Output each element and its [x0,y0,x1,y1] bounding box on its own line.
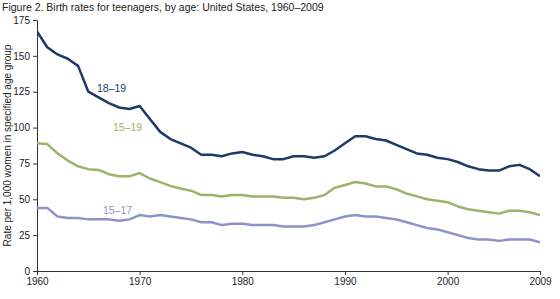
plot: 0 25 50 75 100 125 150 175 1960 1970 1980 1990 2000 2… [13,15,552,287]
tick-mark [140,271,141,275]
tick-label: 2009 [529,276,552,287]
tick: 2009 [529,271,552,287]
tick-label: 75 [19,158,31,169]
tick: 1970 [129,271,152,287]
tick-mark [33,271,37,272]
tick-mark [33,128,37,129]
tick-mark [33,92,37,93]
tick: 75 [19,158,37,169]
tick-mark [242,271,243,275]
series-line [37,31,540,176]
series-label: 18–19 [97,82,126,94]
tick: 1960 [26,271,49,287]
tick-label: 100 [13,122,30,133]
tick-mark [33,163,37,164]
chart: Figure 2. Birth rates for teenagers, by … [0,0,560,299]
y-axis: 0 25 50 75 100 125 150 175 [13,15,37,277]
series-line [37,143,540,215]
tick-mark [37,271,38,275]
tick-label: 1960 [26,276,49,287]
tick-mark [345,271,346,275]
y-axis-title: Rate per 1,000 women in specified age gr… [2,44,13,246]
tick-mark [448,271,449,275]
series-label: 15–19 [113,121,142,133]
tick: 2000 [437,271,460,287]
tick-mark [33,20,37,21]
tick: 150 [13,51,37,62]
axis-line [33,21,38,272]
tick: 0 [24,266,37,277]
tick-label: 2000 [437,276,460,287]
tick-label: 1980 [232,276,255,287]
title: Figure 2. Birth rates for teenagers, by … [2,1,324,13]
tick-mark [33,235,37,236]
tick: 25 [19,230,37,241]
lines [37,31,540,242]
tick-label: 175 [13,15,30,26]
axis-line [38,272,541,276]
series-label: 15–17 [103,204,132,216]
tick-label: 1970 [129,276,152,287]
tick: 125 [13,86,37,97]
tick-label: 0 [24,266,30,277]
tick-label: 25 [19,230,31,241]
tick-label: 50 [19,194,31,205]
tick-mark [540,271,541,275]
tick: 50 [19,194,37,205]
tick-label: 150 [13,51,30,62]
tick: 1980 [232,271,255,287]
tick: 175 [13,15,37,26]
tick: 1990 [334,271,357,287]
x-axis: 1960 1970 1980 1990 2000 2009 [26,271,552,287]
tick-label: 1990 [334,276,357,287]
tick-mark [33,199,37,200]
tick-mark [33,56,37,57]
tick: 100 [13,122,37,133]
tick-label: 125 [13,86,30,97]
